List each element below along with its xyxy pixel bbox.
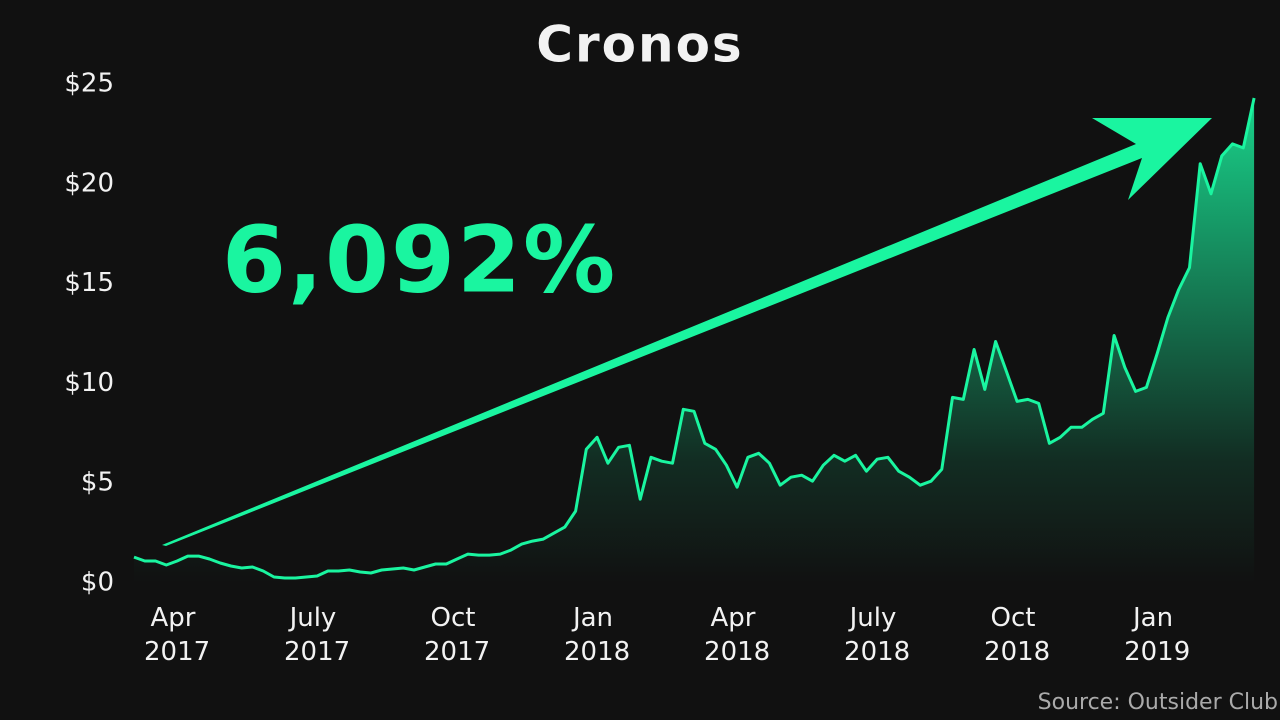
annotation: 6,092% [222,206,617,313]
y-tick-label: $15 [64,268,114,298]
source: Source: Outsider Club [1038,690,1278,715]
y-tick-label: $25 [64,69,114,99]
y-tick-label: $5 [81,468,114,498]
x-tick-label: Jan 2018 [564,603,630,667]
x-tick-label: Jan 2019 [1124,603,1190,667]
x-tick-label: July 2018 [844,603,910,667]
x-tick-label: Apr 2017 [144,603,210,667]
x-tick-label: July 2017 [284,603,350,667]
area [134,98,1255,583]
chart-title: Cronos [536,16,743,74]
y-tick-label: $20 [64,168,114,198]
y-tick-label: $0 [81,568,114,598]
x-tick-label: Apr 2018 [704,603,770,667]
line [133,97,1256,580]
x-tick-label: Oct 2017 [424,603,490,667]
y-tick-label: $10 [64,368,114,398]
trend-arrow [162,118,1212,546]
x-tick-label: Oct 2018 [984,603,1050,667]
